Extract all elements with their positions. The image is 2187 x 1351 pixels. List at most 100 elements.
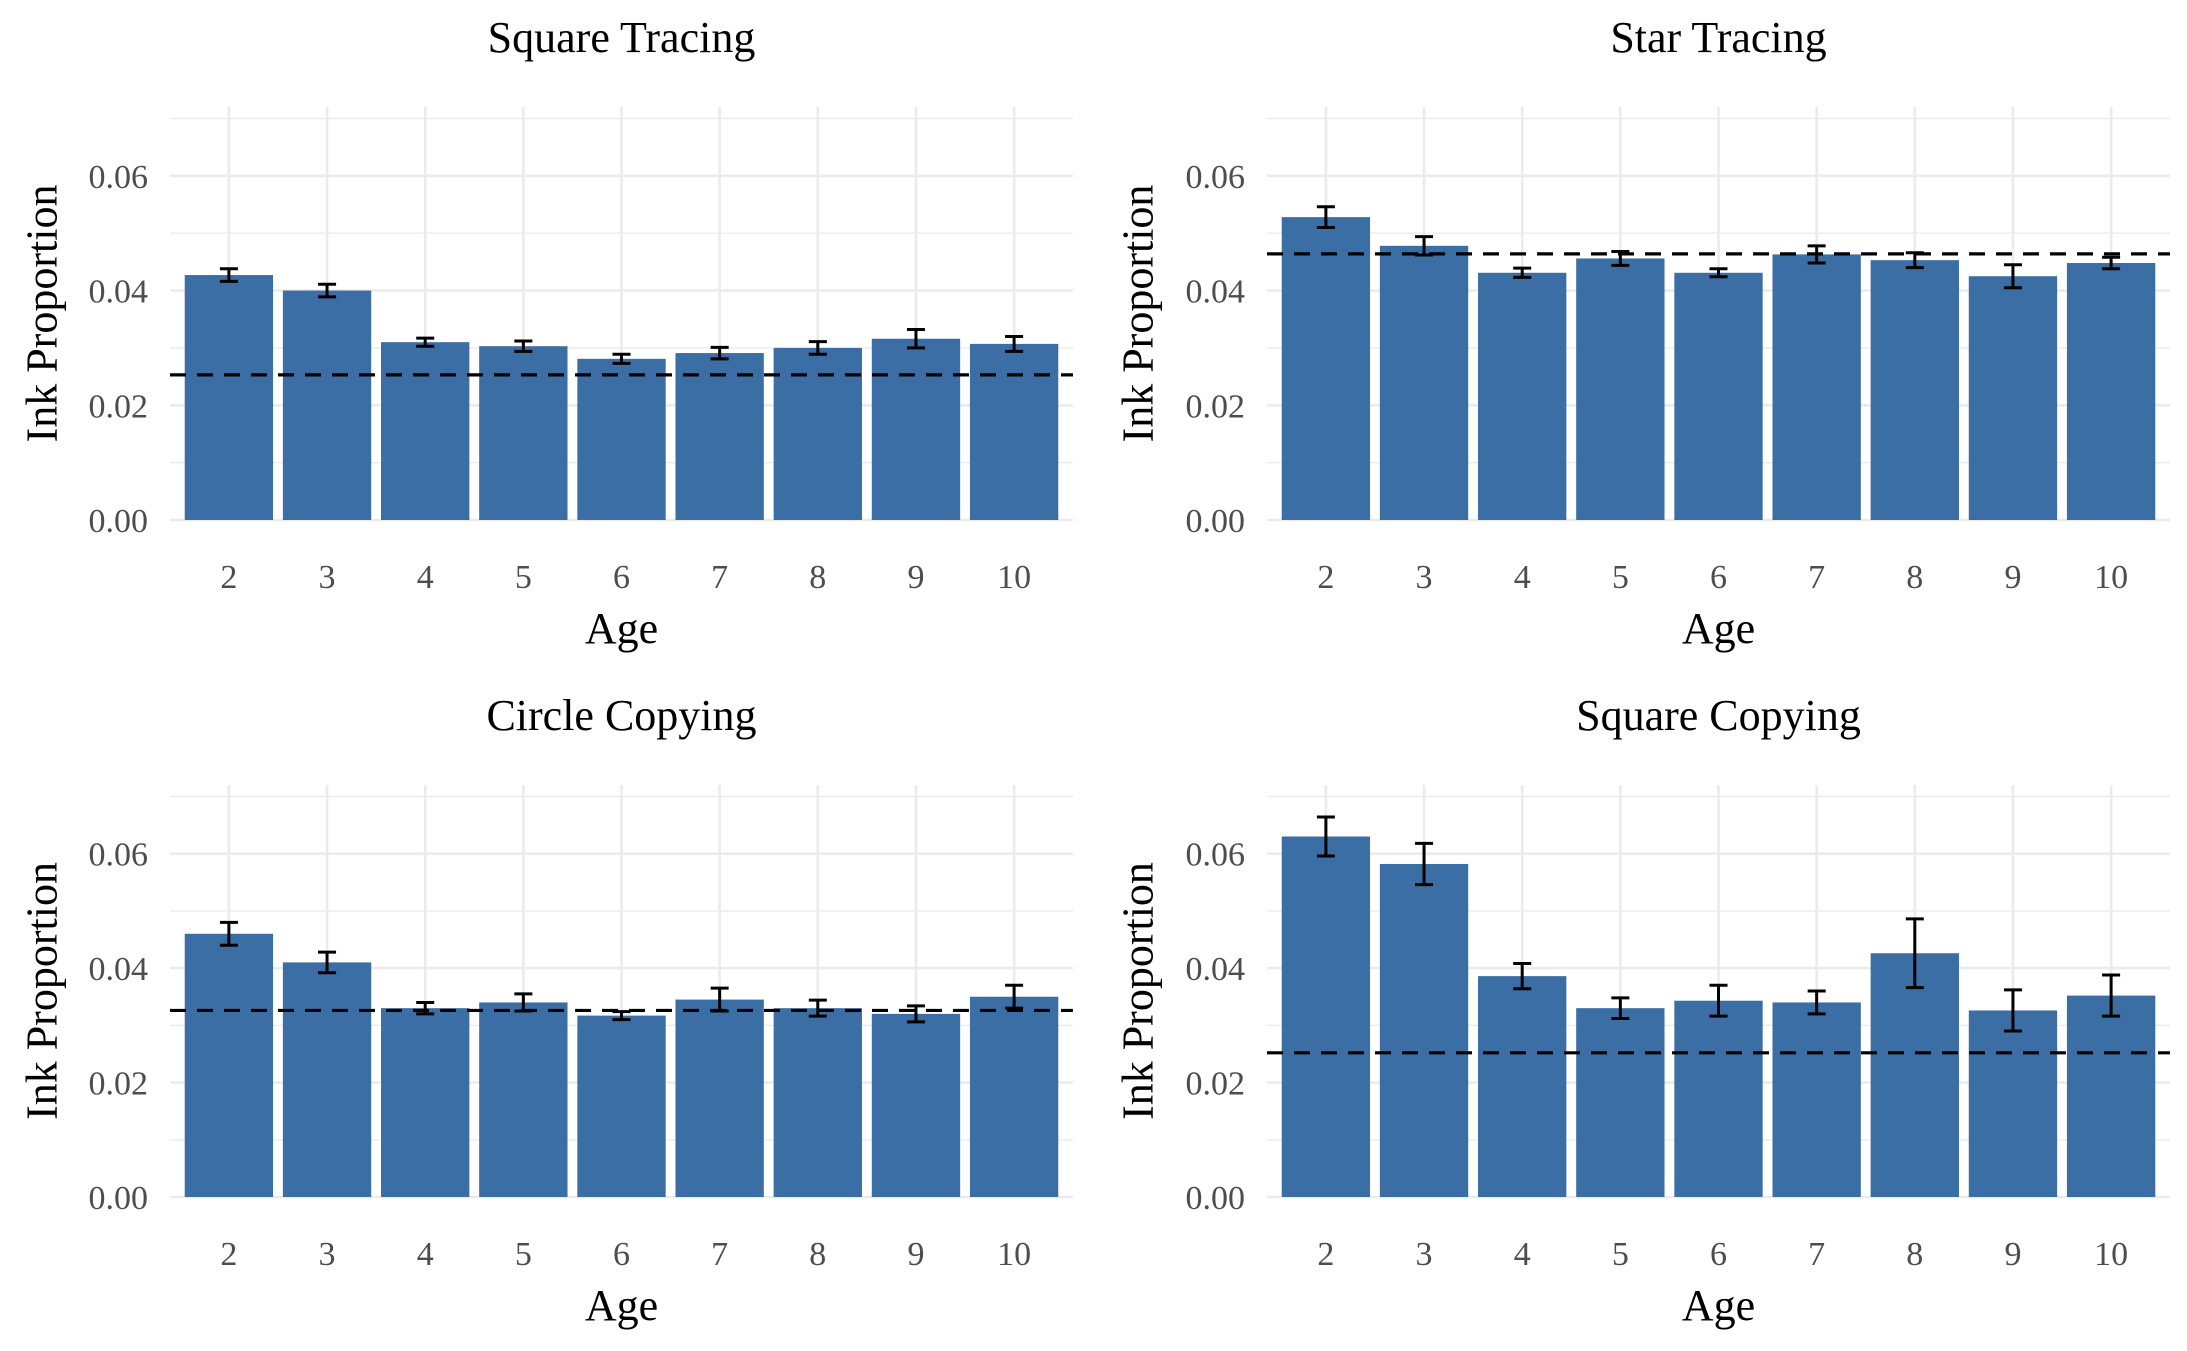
y-tick-label: 0.06: [1186, 159, 1246, 196]
error-bar-age-9: [906, 1004, 925, 1024]
y-tick-label: 0.04: [1186, 274, 1246, 311]
y-tick-label: 0.02: [89, 1066, 149, 1103]
error-bar-age-5: [514, 992, 533, 1013]
bar-age-6: [577, 1015, 666, 1197]
bar-age-7: [1772, 1002, 1861, 1197]
bar-age-4: [1478, 272, 1567, 520]
y-axis-title: Ink Proportion: [1114, 862, 1163, 1120]
bar-age-4: [381, 1008, 470, 1197]
panel-title: Circle Copying: [486, 691, 756, 740]
x-axis-title: Age: [585, 604, 658, 653]
error-bar-age-3: [318, 282, 337, 299]
x-tick-label: 4: [1514, 1236, 1531, 1273]
bar-age-4: [1478, 976, 1567, 1197]
panel-title: Square Tracing: [488, 13, 756, 62]
bar-age-6: [577, 358, 666, 520]
bar-age-8: [1870, 953, 1959, 1197]
bar-age-3: [282, 290, 372, 520]
error-bar-age-9: [2003, 988, 2022, 1033]
bar-age-5: [1576, 258, 1665, 520]
bar-age-7: [675, 353, 764, 520]
panel-3: 0.00 0.02 0.04 0.06 2 3 4 5 6 7 8 9 10 Circle Copying…: [18, 691, 1073, 1330]
error-bar-age-3: [1415, 841, 1434, 887]
x-tick-label: 9: [907, 559, 924, 596]
x-tick-label: 6: [613, 559, 630, 596]
x-tick-label: 9: [2004, 559, 2021, 596]
bar-age-5: [479, 346, 568, 520]
y-tick-label: 0.06: [1186, 837, 1246, 874]
error-bar-age-4: [416, 336, 435, 348]
bar-age-10: [969, 996, 1059, 1197]
x-tick-label: 2: [220, 1236, 237, 1273]
error-bar-age-8: [808, 340, 827, 356]
x-tick-label: 2: [220, 559, 237, 596]
y-tick-label: 0.02: [1186, 1066, 1246, 1103]
y-axis-title: Ink Proportion: [18, 185, 67, 443]
bar-age-5: [1576, 1008, 1665, 1197]
x-tick-label: 3: [1416, 1236, 1433, 1273]
x-tick-label: 9: [2004, 1236, 2021, 1273]
x-tick-label: 4: [1514, 559, 1531, 596]
bar-age-9: [871, 1013, 961, 1197]
error-bar-age-8: [1905, 917, 1924, 990]
bar-age-6: [1674, 272, 1763, 520]
bar-age-10: [2066, 263, 2156, 520]
x-tick-label: 4: [417, 559, 434, 596]
y-tick-label: 0.00: [89, 1180, 149, 1217]
y-axis-title: Ink Proportion: [1114, 185, 1163, 443]
x-tick-label: 10: [2094, 1236, 2128, 1273]
bar-age-3: [1379, 863, 1469, 1197]
error-bar-age-10: [2102, 973, 2121, 1018]
x-tick-label: 8: [1906, 1236, 1923, 1273]
y-tick-label: 0.04: [89, 951, 149, 988]
bar-age-9: [1968, 276, 2058, 520]
x-tick-label: 8: [809, 1236, 826, 1273]
error-bar-age-2: [1316, 205, 1335, 229]
error-bar-age-7: [1807, 989, 1826, 1016]
x-tick-label: 2: [1317, 1236, 1334, 1273]
bar-age-10: [2066, 995, 2156, 1197]
bar-age-10: [969, 343, 1059, 520]
bar-age-7: [1772, 254, 1861, 520]
bar-age-2: [184, 933, 274, 1197]
error-bar-age-3: [1415, 235, 1434, 257]
x-tick-label: 6: [1710, 559, 1727, 596]
bar-age-3: [1379, 245, 1469, 520]
error-bar-age-8: [1905, 251, 1924, 270]
x-tick-label: 3: [319, 1236, 336, 1273]
error-bar-age-7: [710, 345, 729, 361]
x-tick-label: 8: [809, 559, 826, 596]
bar-age-6: [1674, 1000, 1763, 1197]
y-tick-label: 0.04: [89, 274, 149, 311]
error-bar-age-4: [416, 1000, 435, 1016]
error-bar-age-2: [1316, 815, 1335, 858]
error-bar-age-2: [219, 267, 238, 283]
bar-age-3: [282, 962, 372, 1197]
x-tick-label: 5: [1612, 559, 1629, 596]
error-bar-age-7: [1807, 244, 1826, 265]
bar-age-2: [1281, 836, 1371, 1197]
x-tick-label: 4: [417, 1236, 434, 1273]
error-bar-age-10: [1005, 334, 1024, 353]
y-axis-title: Ink Proportion: [18, 862, 67, 1120]
y-tick-label: 0.02: [89, 388, 149, 425]
error-bar-age-10: [1005, 983, 1024, 1010]
bar-age-8: [773, 347, 862, 520]
error-bar-age-9: [906, 328, 925, 350]
x-tick-label: 5: [1612, 1236, 1629, 1273]
panel-2: 0.00 0.02 0.04 0.06 2 3 4 5 6 7 8 9 10 Star Tracing Ag…: [1114, 13, 2170, 653]
x-tick-label: 10: [997, 1236, 1031, 1273]
y-tick-label: 0.00: [1186, 1180, 1246, 1217]
error-bar-age-9: [2003, 263, 2022, 290]
y-tick-label: 0.06: [89, 837, 149, 874]
x-tick-label: 5: [515, 559, 532, 596]
x-tick-label: 10: [997, 559, 1031, 596]
error-bar-age-6: [612, 1010, 631, 1022]
error-bar-age-6: [612, 352, 631, 365]
error-bar-age-7: [710, 986, 729, 1013]
error-bar-age-5: [1611, 996, 1630, 1020]
x-axis-title: Age: [1682, 1281, 1755, 1330]
error-bar-age-4: [1513, 962, 1532, 991]
panel-title: Square Copying: [1576, 691, 1861, 740]
x-axis-title: Age: [585, 1281, 658, 1330]
